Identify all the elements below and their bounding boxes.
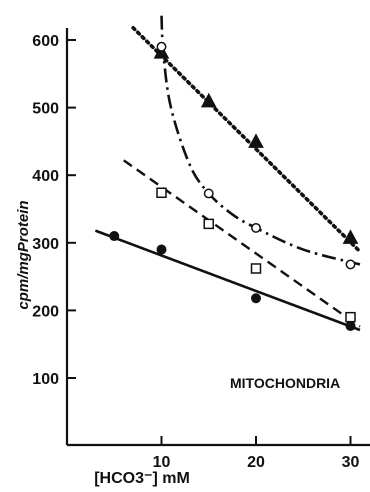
x-tick-label: 10 [153, 454, 171, 471]
x-tick-label: 30 [342, 454, 360, 471]
data-point-filled-circle [345, 320, 356, 331]
y-tick-label: 600 [32, 33, 59, 50]
data-point-triangle [248, 133, 264, 148]
x-axis-ticks: 10 20 30 [153, 436, 360, 471]
y-tick-label: 200 [32, 303, 59, 320]
data-point-filled-circle [156, 244, 167, 255]
y-tick-label: 500 [32, 101, 59, 118]
chart-annotation: MITOCHONDRIA [230, 375, 340, 391]
y-tick-label: 100 [32, 371, 59, 388]
data-point-triangle [200, 92, 217, 108]
marker-layer [109, 41, 359, 331]
data-point-open-circle [156, 41, 167, 52]
x-axis-label: [HCO3⁻] mM [94, 470, 190, 487]
data-point-open-circle [251, 222, 261, 233]
data-point-open-square [345, 311, 356, 323]
y-axis-label: cpm/mgProtein [15, 200, 32, 309]
series-line-solid [94, 229, 361, 332]
data-point-open-square [156, 187, 167, 199]
data-point-filled-circle [109, 231, 120, 242]
series-line-dotted [131, 26, 362, 254]
series-line-dashed [123, 159, 361, 328]
series-layer [94, 15, 362, 332]
data-point-filled-circle [251, 293, 261, 304]
data-point-triangle [342, 229, 359, 244]
data-point-open-square [203, 218, 214, 230]
y-tick-label: 400 [32, 168, 59, 185]
x-tick-label: 20 [247, 454, 265, 471]
y-axis-ticks: 100 200 300 400 500 600 [32, 33, 76, 388]
data-point-open-circle [345, 259, 356, 270]
data-point-open-circle [203, 188, 214, 199]
data-point-open-square [250, 263, 262, 274]
y-tick-label: 300 [32, 236, 59, 253]
